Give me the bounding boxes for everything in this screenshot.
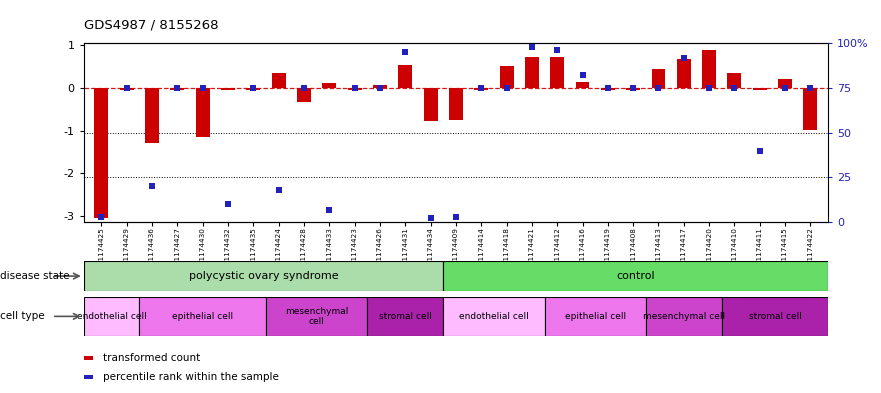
Bar bbox=[271, 73, 285, 88]
Bar bbox=[626, 88, 640, 90]
Text: cell type: cell type bbox=[0, 311, 45, 321]
Bar bbox=[373, 85, 387, 88]
Bar bbox=[120, 88, 134, 90]
Bar bbox=[367, 297, 443, 336]
Bar bbox=[145, 88, 159, 143]
Bar bbox=[702, 50, 716, 88]
Bar bbox=[575, 82, 589, 88]
Bar bbox=[94, 88, 108, 218]
Bar bbox=[752, 88, 766, 90]
Text: polycystic ovary syndrome: polycystic ovary syndrome bbox=[189, 271, 338, 281]
Bar bbox=[84, 261, 443, 291]
Bar bbox=[196, 88, 210, 137]
Bar bbox=[443, 261, 828, 291]
Text: percentile rank within the sample: percentile rank within the sample bbox=[103, 372, 279, 382]
Bar bbox=[500, 66, 514, 88]
Bar bbox=[803, 88, 818, 130]
Text: epithelial cell: epithelial cell bbox=[565, 312, 626, 321]
Bar bbox=[247, 88, 260, 90]
Bar bbox=[221, 88, 235, 90]
Text: mesenchymal cell: mesenchymal cell bbox=[643, 312, 725, 321]
Bar bbox=[449, 88, 463, 120]
Text: GDS4987 / 8155268: GDS4987 / 8155268 bbox=[84, 18, 218, 31]
Bar bbox=[443, 297, 544, 336]
Text: mesenchymal
cell: mesenchymal cell bbox=[285, 307, 348, 326]
Bar bbox=[601, 88, 615, 90]
Bar bbox=[398, 64, 412, 88]
Bar bbox=[551, 57, 564, 88]
Text: transformed count: transformed count bbox=[103, 353, 200, 363]
Bar bbox=[646, 297, 722, 336]
Text: endothelial cell: endothelial cell bbox=[459, 312, 529, 321]
Text: endothelial cell: endothelial cell bbox=[77, 312, 146, 321]
Text: control: control bbox=[617, 271, 655, 281]
Bar bbox=[544, 297, 646, 336]
Bar bbox=[266, 297, 367, 336]
Bar bbox=[525, 57, 539, 88]
Text: disease state: disease state bbox=[0, 271, 70, 281]
Text: epithelial cell: epithelial cell bbox=[172, 312, 233, 321]
Text: stromal cell: stromal cell bbox=[749, 312, 802, 321]
Bar bbox=[778, 79, 792, 88]
Bar bbox=[322, 83, 337, 88]
Bar bbox=[728, 73, 742, 88]
Bar bbox=[170, 88, 184, 90]
Bar bbox=[677, 59, 691, 88]
Bar bbox=[348, 88, 361, 90]
Bar bbox=[652, 69, 665, 88]
Bar bbox=[424, 88, 438, 121]
Bar bbox=[474, 88, 488, 90]
Bar bbox=[84, 297, 139, 336]
Bar bbox=[297, 88, 311, 101]
Bar bbox=[722, 297, 828, 336]
Bar bbox=[139, 297, 266, 336]
Text: stromal cell: stromal cell bbox=[379, 312, 432, 321]
